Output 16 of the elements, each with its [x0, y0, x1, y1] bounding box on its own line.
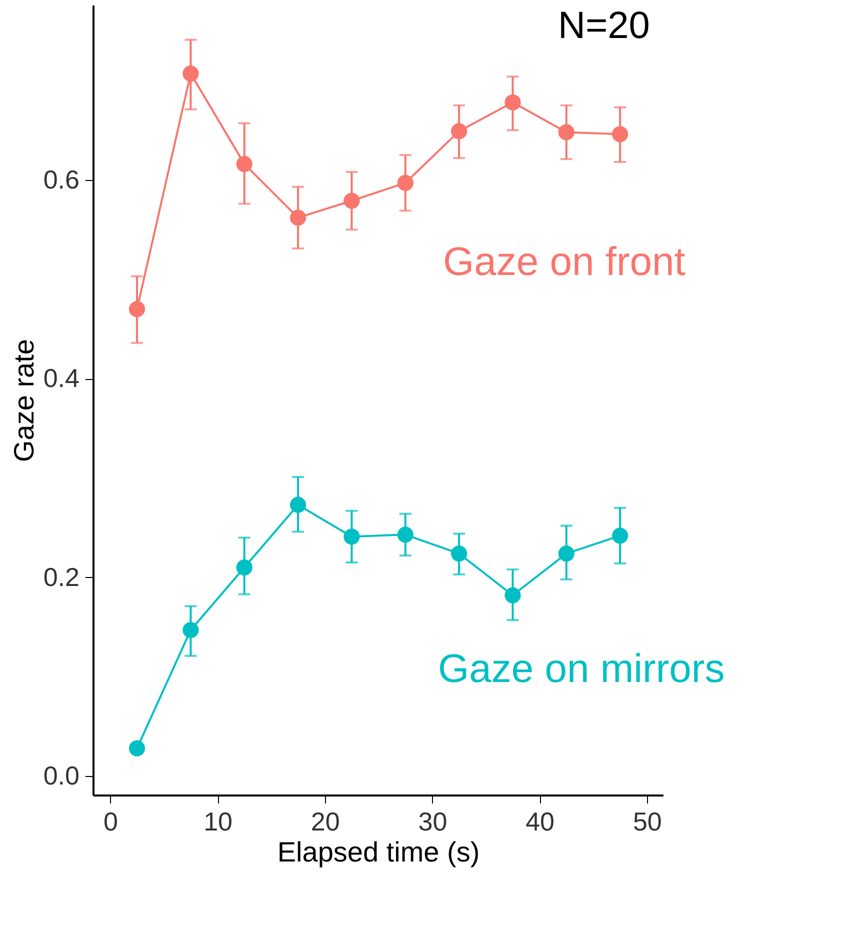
x-tick-label: 30	[418, 806, 448, 836]
y-tick-label: 0.6	[43, 164, 80, 194]
y-axis-title: Gaze rate	[8, 339, 40, 462]
x-tick-label: 10	[204, 806, 232, 836]
y-tick-label: 0.0	[43, 760, 80, 791]
y-tick-label: 0.4	[43, 363, 80, 394]
text: Gaze on mirrors	[438, 647, 725, 691]
x-axis-title: Elapsed time (s)	[277, 836, 480, 868]
annotation: N=20	[558, 5, 650, 47]
point	[128, 740, 146, 756]
x-tick-label: 40	[526, 806, 555, 836]
x-tick-label: 20	[310, 806, 340, 836]
x-tick-label: 50	[632, 806, 662, 836]
y-tick-label: 0.2	[43, 562, 80, 592]
x-tick-label: 0	[103, 806, 118, 836]
series-label: Gaze on front	[443, 240, 686, 284]
